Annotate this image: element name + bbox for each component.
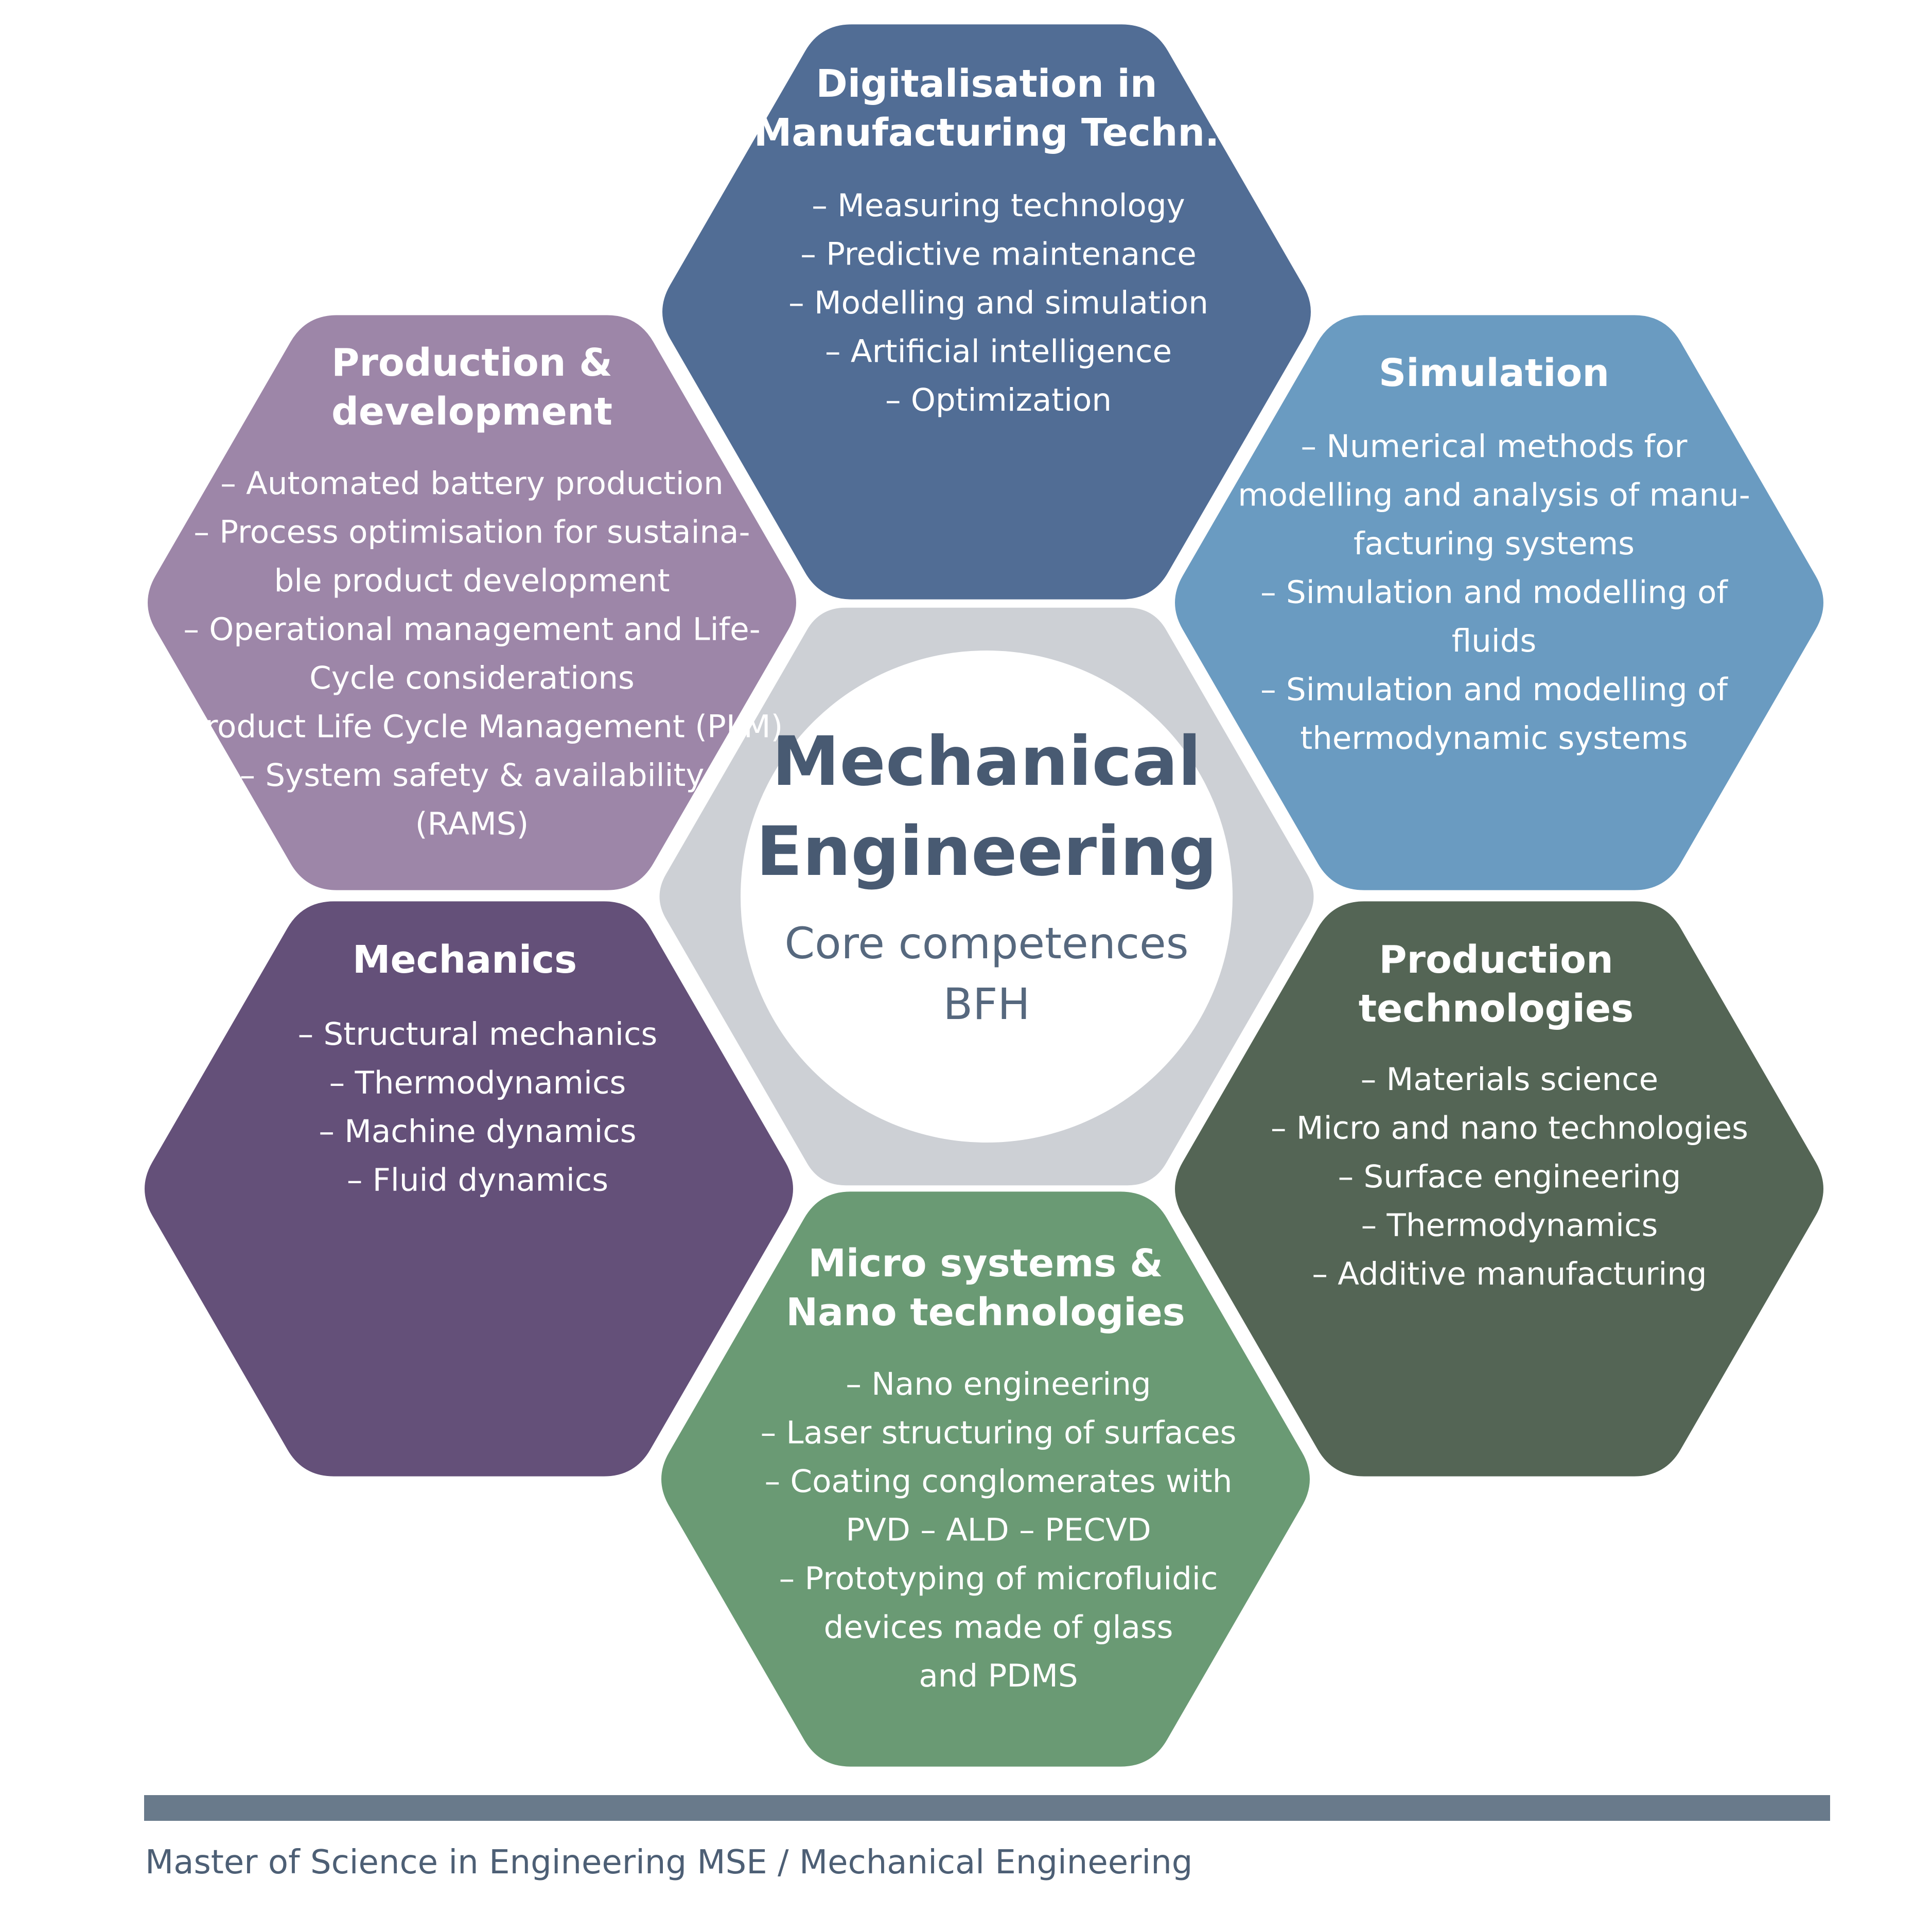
hexagon-list-item: ble product development (274, 563, 670, 599)
hexagon-production-development-shape (148, 315, 796, 890)
hexagon-micro-systems-shape (661, 1191, 1310, 1767)
hexagon-title: technologies (1359, 987, 1634, 1031)
hexagon-list-item: – Thermodynamics (329, 1065, 626, 1101)
hexagon-list-item: (RAMS) (415, 806, 529, 842)
hexagon-title: Simulation (1379, 351, 1609, 395)
hexagon-production-development: Production & development – Automated batte… (148, 315, 796, 890)
hexagon-list-item: – Structural mechanics (298, 1016, 658, 1052)
hexagon-list-item: devices made of glass (824, 1609, 1173, 1646)
hexagon-list-item: – Laser structuring of surfaces (761, 1415, 1237, 1451)
hexagon-list-item: – Fluid dynamics (347, 1162, 608, 1199)
hexagon-list-item: – Simulation and modelling of (1260, 574, 1728, 611)
hexagon-micro-systems: Micro systems &Nano technologies – Nano e… (661, 1191, 1310, 1767)
hexagon-list-item: fluids (1452, 623, 1537, 659)
center-circle (741, 651, 1233, 1143)
hexagon-list-item: – Process optimisation for sustaina- (194, 514, 750, 551)
hexagon-list-item: Cycle considerations (309, 660, 635, 696)
center-hexagon: Mechanical Engineering Core competences BFH (659, 607, 1314, 1186)
hexagon-list-item: – Additive manufacturing (1312, 1256, 1707, 1292)
hexagon-title: Digitalisation in (816, 62, 1157, 106)
hexagon-list-item: – Coating conglomerates with (765, 1463, 1233, 1500)
footer-caption: Master of Science in Engineering MSE / M… (145, 1843, 1193, 1882)
hexagon-mechanics-shape (145, 901, 793, 1477)
hexagon-list-item: – Numerical methods for (1301, 428, 1688, 465)
hexagon-digitalisation: Digitalisation in Manufacturing Techn. – M… (662, 24, 1311, 600)
hexagon-list-item: PVD – ALD – PECVD (846, 1512, 1151, 1549)
hexagon-production-technologies: Production technologies – Materials scienc… (1175, 901, 1823, 1477)
hexagon-list-item: – System safety & availability (240, 757, 705, 794)
hexagon-title: Manufacturing Techn. (754, 111, 1219, 155)
hexagon-simulation-shape (1175, 315, 1823, 890)
hexagon-list-item: – Product Life Cycle Management (PLM) (161, 709, 783, 745)
hexagon-mechanics: Mechanics – Structural mechanics – Thermod… (145, 901, 793, 1477)
hexagon-list-item: modelling and analysis of manu- (1238, 477, 1750, 514)
hexagon-title: Mechanics (353, 938, 577, 982)
hexagon-list-item: – Predictive maintenance (800, 236, 1197, 273)
hexagon-title: Micro systems & (808, 1241, 1163, 1286)
hexagon-list-item: – Artificial intelligence (825, 333, 1172, 370)
hexagon-title: Nano technologies (786, 1290, 1185, 1334)
hexagon-digitalisation-shape (662, 24, 1311, 600)
hexagon-list-item: – Modelling and simulation (788, 285, 1208, 321)
hexagon-list-item: – Nano engineering (846, 1366, 1151, 1402)
hexagon-title: development (331, 390, 612, 434)
center-subtitle-line: BFH (943, 979, 1030, 1029)
hexagon-list-item: – Automated battery production (220, 465, 723, 502)
hexagon-list-item: facturing systems (1354, 525, 1635, 562)
hexagon-list-item: – Measuring technology (812, 187, 1185, 224)
hexagon-list-item: – Simulation and modelling of (1260, 672, 1728, 708)
hexagon-list-item: and PDMS (919, 1658, 1078, 1694)
center-subtitle-line: Core competences (785, 918, 1189, 969)
hexagon-production-technologies-shape (1175, 901, 1823, 1477)
hexagon-list-item: thermodynamic systems (1300, 720, 1688, 757)
hexagon-title: Production & (331, 341, 612, 385)
hexagon-list-item: – Surface engineering (1338, 1158, 1681, 1195)
center-title-line: Mechanical (772, 722, 1201, 801)
hexagon-simulation: Simulation – Numerical methods for modelli… (1175, 315, 1823, 890)
hexagon-list-item: – Thermodynamics (1361, 1207, 1658, 1244)
hexagon-list-item: – Machine dynamics (319, 1113, 636, 1150)
hexagon-list-item: – Operational management and Life- (183, 611, 760, 648)
hexagon-list-item: – Prototyping of microfluidic (779, 1560, 1218, 1597)
hexagon-list-item: – Optimization (885, 382, 1112, 418)
center-title-line: Engineering (756, 812, 1217, 891)
hexagon-title: Production (1379, 938, 1613, 982)
hexagon-list-item: – Materials science (1361, 1061, 1658, 1098)
footer-bar (144, 1795, 1830, 1821)
hexagon-list-item: – Micro and nano technologies (1271, 1110, 1748, 1147)
